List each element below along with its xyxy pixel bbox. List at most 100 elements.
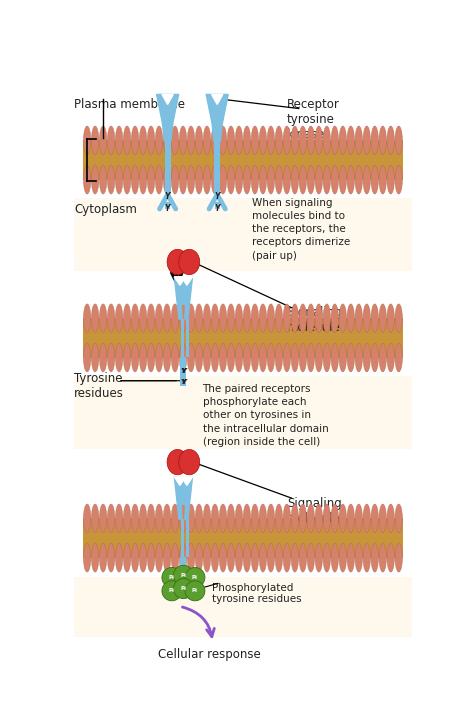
Text: Phosphorylated
tyrosine residues: Phosphorylated tyrosine residues bbox=[212, 583, 301, 604]
Ellipse shape bbox=[371, 504, 378, 533]
Ellipse shape bbox=[355, 165, 363, 194]
Polygon shape bbox=[163, 123, 173, 141]
Polygon shape bbox=[182, 277, 192, 285]
Ellipse shape bbox=[185, 567, 205, 588]
Text: The paired receptors
phosphorylate each
other on tyrosines in
the intracellular : The paired receptors phosphorylate each … bbox=[202, 384, 328, 447]
Ellipse shape bbox=[164, 304, 171, 333]
Ellipse shape bbox=[323, 504, 330, 533]
Ellipse shape bbox=[299, 126, 307, 155]
Ellipse shape bbox=[235, 544, 243, 572]
Ellipse shape bbox=[211, 304, 219, 333]
Ellipse shape bbox=[283, 126, 291, 155]
Ellipse shape bbox=[315, 504, 322, 533]
Ellipse shape bbox=[299, 304, 307, 333]
Ellipse shape bbox=[363, 343, 371, 372]
Bar bbox=[215, 202, 219, 209]
Polygon shape bbox=[212, 123, 222, 141]
Ellipse shape bbox=[115, 126, 123, 155]
Ellipse shape bbox=[147, 126, 155, 155]
Ellipse shape bbox=[395, 304, 402, 333]
Ellipse shape bbox=[211, 544, 219, 572]
Text: Cytoplasm: Cytoplasm bbox=[74, 204, 137, 217]
Ellipse shape bbox=[179, 343, 187, 372]
Ellipse shape bbox=[179, 544, 187, 572]
Ellipse shape bbox=[131, 343, 139, 372]
Bar bbox=[74, 198, 412, 271]
Ellipse shape bbox=[219, 544, 227, 572]
Ellipse shape bbox=[100, 343, 107, 372]
Ellipse shape bbox=[100, 304, 107, 333]
Ellipse shape bbox=[164, 126, 171, 155]
Ellipse shape bbox=[323, 304, 330, 333]
Ellipse shape bbox=[267, 126, 274, 155]
Ellipse shape bbox=[243, 304, 251, 333]
Ellipse shape bbox=[203, 343, 210, 372]
Ellipse shape bbox=[115, 504, 123, 533]
Ellipse shape bbox=[147, 544, 155, 572]
Ellipse shape bbox=[171, 126, 179, 155]
Bar bbox=[182, 557, 186, 586]
Ellipse shape bbox=[91, 126, 99, 155]
Bar bbox=[181, 519, 183, 557]
Ellipse shape bbox=[173, 565, 193, 586]
Ellipse shape bbox=[291, 126, 299, 155]
Ellipse shape bbox=[179, 126, 187, 155]
Ellipse shape bbox=[259, 165, 266, 194]
Ellipse shape bbox=[139, 544, 147, 572]
Bar bbox=[83, 518, 403, 557]
Ellipse shape bbox=[251, 165, 259, 194]
Ellipse shape bbox=[283, 343, 291, 372]
Ellipse shape bbox=[259, 343, 266, 372]
Ellipse shape bbox=[299, 544, 307, 572]
Ellipse shape bbox=[267, 304, 274, 333]
Ellipse shape bbox=[235, 304, 243, 333]
Ellipse shape bbox=[139, 165, 147, 194]
Ellipse shape bbox=[283, 304, 291, 333]
Bar bbox=[186, 319, 190, 357]
Ellipse shape bbox=[315, 126, 322, 155]
Ellipse shape bbox=[131, 544, 139, 572]
Ellipse shape bbox=[283, 504, 291, 533]
Ellipse shape bbox=[291, 165, 299, 194]
Ellipse shape bbox=[195, 544, 203, 572]
Ellipse shape bbox=[219, 504, 227, 533]
Ellipse shape bbox=[83, 343, 91, 372]
Ellipse shape bbox=[371, 165, 378, 194]
Ellipse shape bbox=[363, 304, 371, 333]
Ellipse shape bbox=[331, 126, 338, 155]
Polygon shape bbox=[182, 477, 192, 485]
Text: Tyrosine
residues: Tyrosine residues bbox=[74, 373, 124, 401]
Ellipse shape bbox=[307, 126, 315, 155]
Ellipse shape bbox=[147, 165, 155, 194]
Text: Y: Y bbox=[180, 379, 185, 385]
Ellipse shape bbox=[363, 126, 371, 155]
Ellipse shape bbox=[387, 544, 394, 572]
Ellipse shape bbox=[211, 165, 219, 194]
Text: When signaling
molecules bind to
the receptors, the
receptors dimerize
(pair up): When signaling molecules bind to the rec… bbox=[252, 198, 350, 261]
Ellipse shape bbox=[275, 343, 283, 372]
Ellipse shape bbox=[171, 304, 179, 333]
Ellipse shape bbox=[275, 544, 283, 572]
Polygon shape bbox=[174, 277, 185, 319]
Ellipse shape bbox=[227, 544, 235, 572]
Ellipse shape bbox=[355, 544, 363, 572]
Ellipse shape bbox=[219, 126, 227, 155]
Ellipse shape bbox=[164, 504, 171, 533]
Text: Y: Y bbox=[165, 192, 170, 201]
Ellipse shape bbox=[339, 126, 346, 155]
Text: Cellular response: Cellular response bbox=[158, 648, 261, 661]
Ellipse shape bbox=[171, 504, 179, 533]
Bar bbox=[74, 577, 412, 637]
Ellipse shape bbox=[211, 504, 219, 533]
Ellipse shape bbox=[203, 304, 210, 333]
Ellipse shape bbox=[395, 165, 402, 194]
Ellipse shape bbox=[219, 165, 227, 194]
Ellipse shape bbox=[195, 504, 203, 533]
Ellipse shape bbox=[171, 544, 179, 572]
Polygon shape bbox=[182, 277, 192, 319]
Ellipse shape bbox=[203, 544, 210, 572]
Ellipse shape bbox=[259, 304, 266, 333]
Ellipse shape bbox=[363, 165, 371, 194]
Ellipse shape bbox=[291, 304, 299, 333]
Ellipse shape bbox=[171, 343, 179, 372]
